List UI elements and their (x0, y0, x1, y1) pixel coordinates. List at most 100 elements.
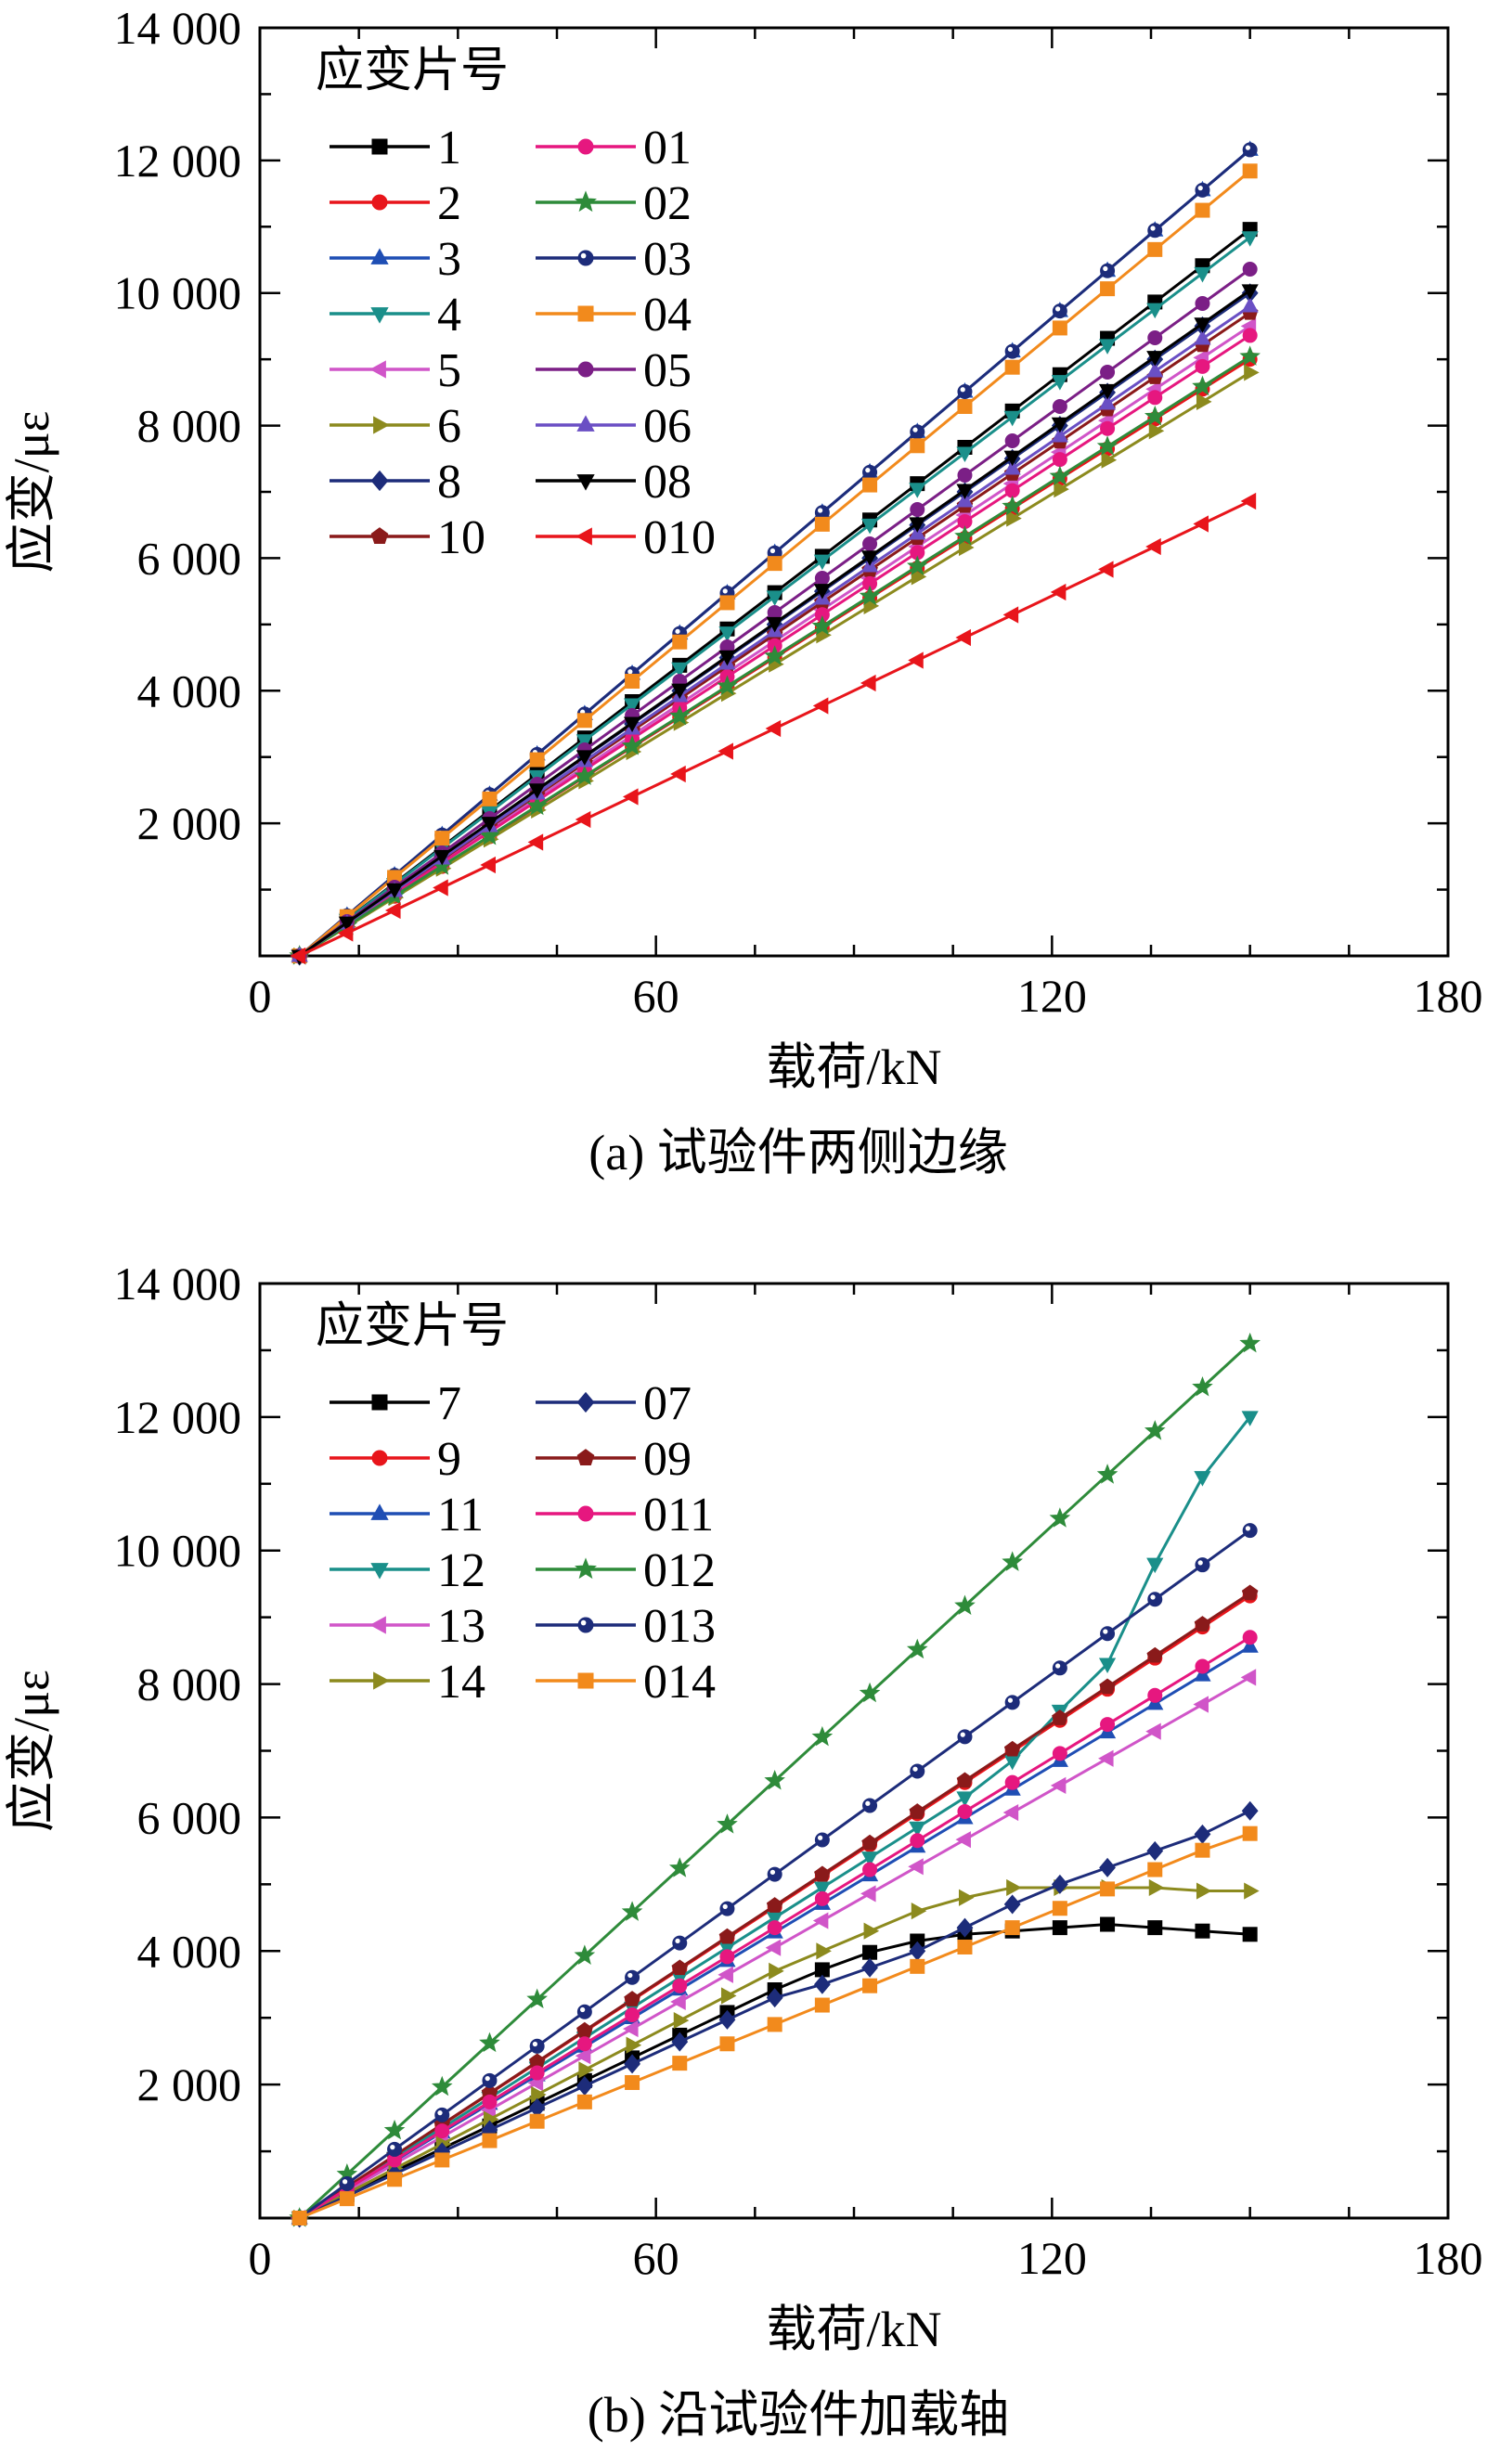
legend-marker (577, 250, 594, 266)
data-point-014 (1147, 1862, 1163, 1877)
legend-marker (370, 470, 389, 492)
data-point-02 (526, 794, 548, 816)
data-point-4 (1241, 231, 1259, 247)
legend-item-10: 10 (330, 511, 485, 564)
legend-label: 07 (643, 1377, 692, 1430)
data-point-014 (767, 2017, 782, 2032)
data-point-011 (434, 2123, 450, 2139)
data-point-02 (859, 585, 881, 606)
legend-item-013: 013 (536, 1600, 716, 1653)
legend-item-06: 06 (536, 400, 692, 453)
data-point-09 (814, 1865, 831, 1882)
data-point-012 (621, 1901, 643, 1921)
legend-label: 010 (643, 511, 716, 564)
data-point-07 (861, 1957, 878, 1978)
data-point-013 (719, 1901, 735, 1916)
data-point-010 (765, 719, 782, 738)
data-point-13 (955, 1831, 971, 1849)
data-point-013-highlight (1150, 1594, 1156, 1600)
legend-item-03: 03 (536, 233, 692, 286)
legend-label: 9 (437, 1433, 461, 1486)
data-point-02 (1239, 345, 1261, 366)
data-point-12 (1241, 1411, 1259, 1426)
y-tick-label: 6 000 (137, 532, 242, 584)
data-point-010 (623, 788, 639, 806)
data-point-011 (957, 1803, 973, 1819)
legend-marker (371, 194, 388, 211)
data-point-013-highlight (1103, 1629, 1108, 1634)
data-point-14 (958, 1889, 975, 1906)
data-point-09 (1194, 1616, 1211, 1632)
data-point-013 (387, 2141, 403, 2157)
legend-item-7: 7 (330, 1377, 461, 1430)
data-point-011 (1147, 1687, 1163, 1703)
legend-item-13: 13 (330, 1600, 485, 1653)
series-07 (291, 1800, 1259, 2228)
data-point-12 (813, 1881, 831, 1897)
data-point-012 (954, 1594, 976, 1616)
data-point-14 (1196, 1882, 1212, 1900)
data-point-12 (1146, 1557, 1164, 1574)
data-point-02 (717, 675, 738, 696)
data-point-01 (1004, 483, 1020, 498)
data-point-08 (813, 584, 831, 600)
data-point-6 (1054, 481, 1069, 498)
legend-label: 8 (437, 456, 461, 509)
data-point-02 (668, 704, 691, 726)
data-point-4 (860, 518, 879, 535)
data-point-014 (862, 1978, 878, 1993)
legend-marker (577, 1617, 594, 1633)
legend-marker (371, 1450, 388, 1466)
data-point-03 (910, 424, 925, 440)
data-point-12 (956, 1791, 974, 1807)
data-point-03 (1004, 343, 1020, 359)
data-point-4 (766, 590, 783, 606)
series-4 (291, 231, 1259, 966)
data-point-014 (910, 1958, 925, 1974)
legend-marker (576, 1391, 595, 1413)
legend-marker-highlight (580, 252, 587, 259)
data-point-07 (1241, 1800, 1259, 1821)
legend-label: 011 (643, 1489, 714, 1542)
data-point-012 (479, 2032, 500, 2053)
data-point-010 (1002, 606, 1019, 624)
data-point-08 (909, 517, 926, 533)
data-point-010 (337, 924, 354, 942)
data-point-011 (529, 2065, 545, 2081)
data-point-013-highlight (1197, 1560, 1203, 1566)
data-point-010 (955, 628, 971, 647)
legend-marker (369, 360, 386, 379)
legend-marker-highlight (580, 1619, 587, 1626)
data-point-12 (1003, 1754, 1021, 1771)
data-point-03-highlight (722, 588, 728, 594)
data-point-08 (575, 750, 593, 766)
y-tick-label: 2 000 (137, 2058, 242, 2110)
data-point-03-highlight (1150, 226, 1156, 231)
data-point-13 (860, 1885, 876, 1903)
data-point-03 (1195, 182, 1210, 198)
data-point-11 (1241, 1637, 1259, 1653)
data-point-010 (433, 879, 448, 897)
data-point-03-highlight (1245, 145, 1251, 150)
data-point-13 (765, 1939, 782, 1956)
legend-item-012: 012 (536, 1544, 716, 1597)
data-point-011 (1195, 1658, 1210, 1674)
data-point-01 (1195, 358, 1210, 374)
y-tick-label: 6 000 (137, 1791, 242, 1843)
x-tick-label: 60 (633, 970, 679, 1022)
figure-caption: (a) 试验件两侧边缘 (588, 1125, 1007, 1180)
data-point-013 (576, 2004, 592, 2019)
data-point-010 (1240, 492, 1257, 510)
legend-item-07: 07 (536, 1377, 692, 1430)
data-point-013 (672, 1935, 688, 1951)
x-tick-label: 60 (633, 2232, 679, 2284)
data-point-01 (1147, 390, 1163, 406)
data-point-014 (576, 2094, 592, 2109)
data-point-013 (1147, 1592, 1163, 1607)
legend-item-04: 04 (536, 289, 692, 342)
data-point-011 (482, 2094, 498, 2109)
data-point-010 (1050, 583, 1067, 601)
